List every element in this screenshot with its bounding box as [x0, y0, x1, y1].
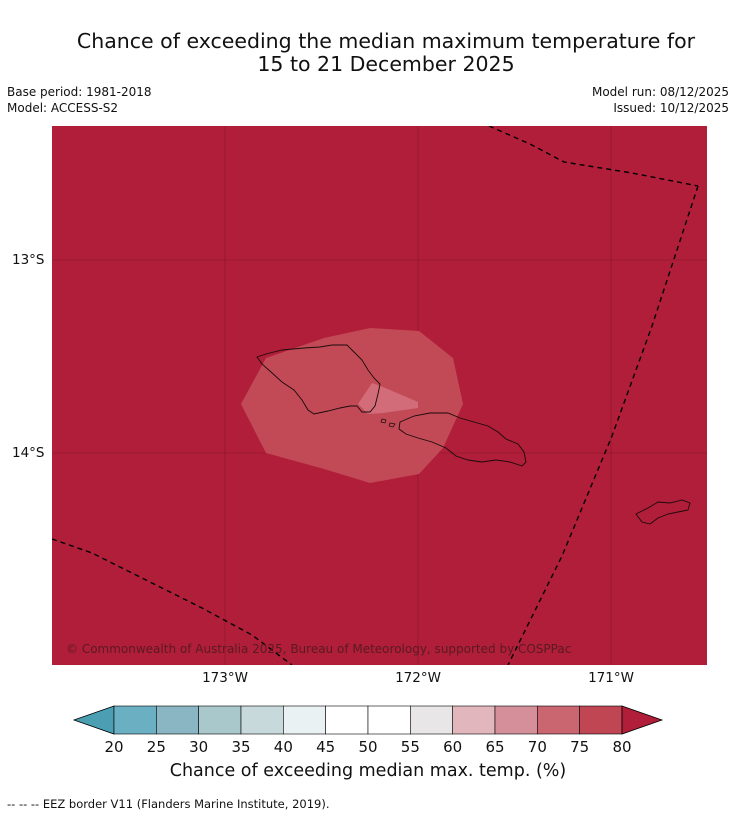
issued-date: Issued: 10/12/2025: [613, 101, 729, 115]
colorbar-cell-75-80: [579, 705, 623, 735]
probability-zone-70-75: [241, 328, 463, 483]
base-period: Base period: 1981-2018: [7, 85, 152, 99]
colorbar-cell-55-60: [410, 705, 453, 735]
eez-border-north: [488, 125, 699, 187]
model-name: Model: ACCESS-S2: [7, 101, 119, 115]
upolu-island: [398, 412, 527, 467]
colorbar-cell-35-40: [240, 705, 284, 735]
colorbar-tick-label: 25: [147, 738, 166, 756]
colorbar-cell-60-65: [452, 705, 496, 735]
lon-label-172w: 172°W: [395, 670, 441, 686]
colorbar-tick-label: 60: [443, 738, 462, 756]
colorbar-tick-label: 35: [231, 738, 250, 756]
colorbar-tick-label: 75: [570, 738, 589, 756]
colorbar-title: Chance of exceeding median max. temp. (%…: [169, 761, 567, 781]
colorbar-tick-label: 55: [401, 738, 420, 756]
lat-label-14s: 14°S: [12, 445, 45, 461]
colorbar-tick-label: 65: [485, 738, 504, 756]
probability-zone-65-70: [358, 383, 418, 414]
colorbar-tick-label: 40: [274, 738, 293, 756]
colorbar-arrow-low: [72, 705, 115, 735]
colorbar-tick-label: 45: [316, 738, 335, 756]
colorbar-tick-label: 70: [528, 738, 547, 756]
colorbar-cell-40-45: [283, 705, 326, 735]
map-title-line-2: 15 to 21 December 2025: [257, 52, 515, 76]
colorbar-tick-label: 20: [104, 738, 123, 756]
colorbar-cell-65-70: [494, 705, 538, 735]
colorbar-cell-25-30: [156, 705, 199, 735]
map-title-line-1: Chance of exceeding the median maximum t…: [76, 29, 696, 53]
model-run: Model run: 08/12/2025: [591, 85, 729, 99]
american-samoa-islands: [635, 499, 691, 525]
colorbar-cells: [72, 705, 664, 735]
meta-left: Base period: 1981-2018 Model: ACCESS-S2: [7, 84, 152, 116]
eez-borders: [51, 125, 699, 666]
lat-label-13s: 13°S: [12, 252, 45, 268]
colorbar-tick-label: 50: [358, 738, 377, 756]
colorbar-cell-30-35: [198, 705, 242, 735]
eez-legend: -- -- -- EEZ border V11 (Flanders Marine…: [7, 797, 330, 811]
map-svg: © Commonwealth of Australia 2025, Bureau…: [51, 125, 707, 666]
small-islet: [388, 422, 396, 428]
colorbar-arrow-high: [621, 705, 664, 735]
colorbar: 20 25 30 35 40 45 50 55 60 65 70 75 80: [0, 700, 736, 790]
colorbar-svg: 20 25 30 35 40 45 50 55 60 65 70 75 80: [72, 705, 664, 756]
colorbar-cell-70-75: [537, 705, 580, 735]
small-islet: [380, 418, 387, 424]
savaii-island: [256, 344, 381, 415]
colorbar-tick-label: 30: [189, 738, 208, 756]
colorbar-cell-50-55: [367, 705, 411, 735]
meta-right: Model run: 08/12/2025 Issued: 10/12/2025: [592, 84, 729, 116]
colorbar-cell-20-25: [113, 705, 157, 735]
copyright-text: © Commonwealth of Australia 2025, Bureau…: [66, 642, 571, 656]
lon-label-171w: 171°W: [588, 670, 634, 686]
colorbar-ticks: 20 25 30 35 40 45 50 55 60 65 70 75 80: [104, 738, 631, 756]
eez-border-east: [507, 185, 699, 666]
map-panel: © Commonwealth of Australia 2025, Bureau…: [51, 125, 707, 666]
colorbar-tick-label: 80: [612, 738, 631, 756]
map-title: Chance of exceeding the median maximum t…: [36, 30, 736, 76]
lon-label-173w: 173°W: [202, 670, 248, 686]
colorbar-cell-45-50: [325, 705, 369, 735]
